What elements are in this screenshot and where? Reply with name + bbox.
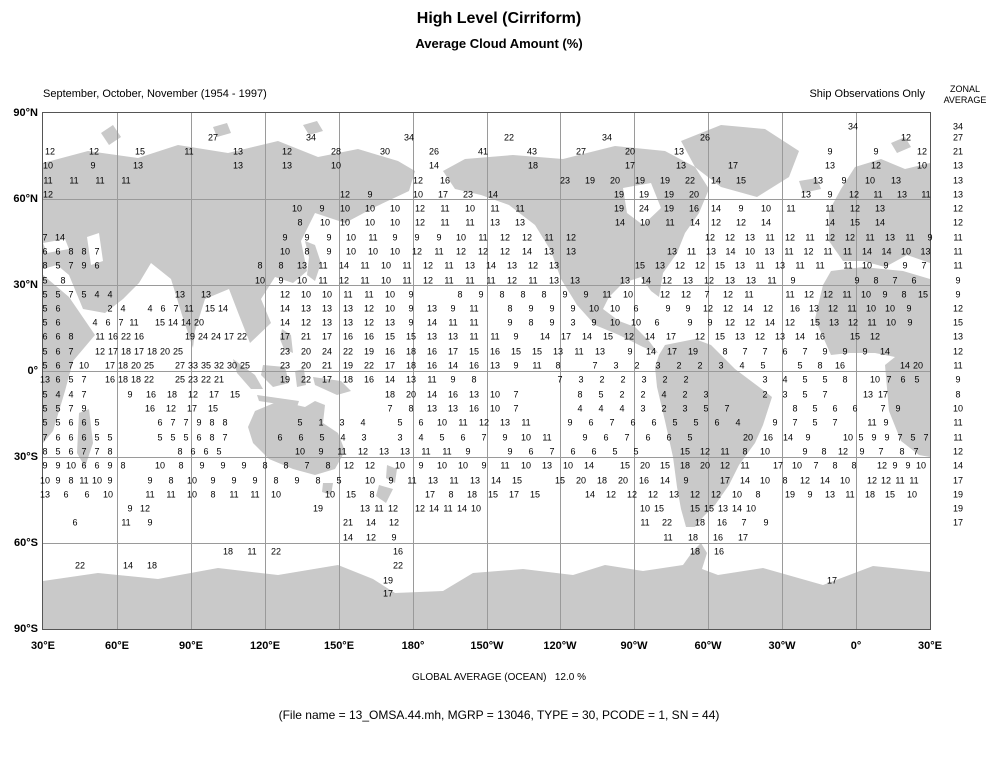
latitude-gridline [43,371,930,372]
map-plot-area [42,112,931,630]
lon-axis-label: 180° [401,640,425,652]
lat-axis-label: 60°S [14,537,38,549]
zonal-average-value: 13 [952,175,964,186]
zonal-average-value: 12 [952,303,964,314]
zonal-average-value: 13 [952,160,964,171]
lon-axis-label: 0° [850,640,862,652]
zonal-average-value: 12 [952,203,964,214]
landmass-sulawesi [295,369,306,387]
landmass-new-zealand-north [386,465,397,483]
zonal-average-value: 12 [952,217,964,228]
zonal-average-value: 15 [952,317,964,328]
zonal-average-value: 19 [952,503,964,514]
landmass-africa-east [43,275,95,443]
lon-axis-label: 30°W [768,640,796,652]
zonal-header-line1: ZONAL [949,84,980,94]
latitude-gridline [43,285,930,286]
landmass-svalbard [891,137,911,153]
lon-axis-label: 150°E [323,640,355,652]
landmass-new-siberian-islands [303,121,323,135]
zonal-average-value: 13 [952,331,964,342]
landmass-philippines [280,329,293,353]
lon-axis-label: 60°E [105,640,129,652]
lon-axis-label: 30°E [918,640,942,652]
zonal-average-value: 10 [952,403,964,414]
black-sea-water [43,239,69,253]
lon-axis-label: 30°E [31,640,55,652]
lon-axis-label: 60°W [694,640,722,652]
zonal-average-value: 13 [952,189,964,200]
zonal-average-value: 9 [955,275,961,286]
landmass-borneo [261,365,289,387]
zonal-average-value: 12 [952,346,964,357]
lat-axis-label: 0° [27,365,38,377]
latitude-gridline [43,199,930,200]
zonal-average-value: 11 [953,417,963,428]
zonal-average-value: 11 [953,360,963,371]
caspian-sea-water [87,233,103,265]
zonal-average-value: 9 [955,374,961,385]
zonal-average-value: 34 [952,121,964,132]
landmass-novaya-zemlya [101,125,121,145]
landmass-australia [248,401,345,475]
lat-axis-label: 90°N [13,107,38,119]
lat-axis-label: 30°S [14,451,38,463]
global-average-label: GLOBAL AVERAGE (OCEAN) 12.0 % [412,672,586,683]
hudson-bay-water [623,183,661,225]
zonal-average-value: 11 [953,260,963,271]
landmass-madagascar [77,409,93,467]
source-label: Ship Observations Only [809,88,925,100]
landmass-iceland [799,178,821,193]
lat-axis-label: 90°S [14,623,38,635]
page-title: High Level (Cirriform) [416,10,582,27]
zonal-average-value: 11 [953,246,963,257]
world-map [43,121,930,629]
lon-axis-label: 120°W [543,640,577,652]
zonal-average-value: 17 [952,517,964,528]
zonal-average-value: 19 [952,489,964,500]
landmass-greenland [681,125,799,197]
landmass-sumatra [233,359,263,389]
zonal-average-value: 17 [952,475,964,486]
zonal-average-value: 8 [955,389,961,400]
file-info-label: (File name = 13_OMSA.44.mh, MGRP = 13046… [278,708,720,722]
zonal-average-value: 11 [953,232,963,243]
landmass-new-guinea [313,377,351,395]
lon-axis-label: 120°E [249,640,281,652]
zonal-average-value: 21 [952,146,964,157]
zonal-average-header: ZONAL AVERAGE [934,84,996,106]
season-label: September, October, November (1954 - 199… [43,88,267,100]
latitude-gridline [43,457,930,458]
landmass-new-zealand-south [376,485,393,503]
latitude-gridline [43,543,930,544]
landmass-japan [305,241,321,281]
lon-axis-label: 90°E [179,640,203,652]
lon-axis-label: 90°W [620,640,648,652]
zonal-average-value: 9 [955,289,961,300]
zonal-average-value: 14 [952,460,964,471]
landmass-tasmania [322,483,333,495]
lat-axis-label: 30°N [13,279,38,291]
lon-axis-label: 150°W [470,640,504,652]
page-subtitle: Average Cloud Amount (%) [415,36,583,51]
landmass-eurasia [43,141,415,348]
zonal-header-line2: AVERAGE [943,95,987,105]
landmass-south-america [655,339,772,527]
lat-axis-label: 60°N [13,193,38,205]
landmass-africa-west [815,267,930,457]
landmass-europe [829,159,930,267]
landmass-severnaya-zemlya [213,123,231,137]
zonal-average-value: 12 [952,446,964,457]
zonal-average-value: 11 [953,432,963,443]
zonal-average-value: 27 [952,132,964,143]
grid-layer [43,113,930,629]
